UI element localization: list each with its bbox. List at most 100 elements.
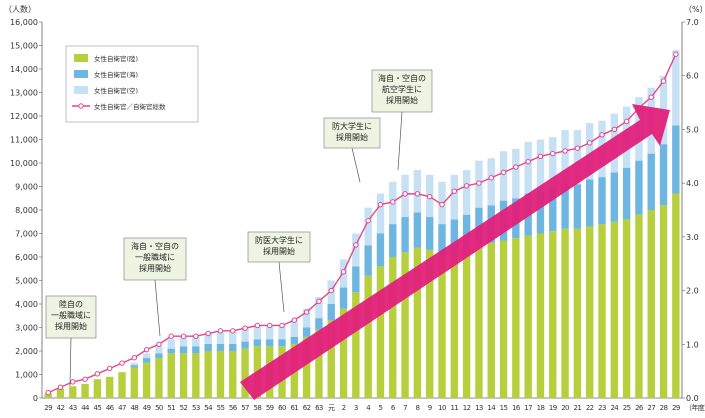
x-tick-label: 21 (574, 404, 582, 412)
bar-land (229, 351, 237, 398)
right-tick-label: 7.0 (686, 18, 699, 27)
bar-land (93, 379, 102, 398)
bar-sea (561, 184, 569, 229)
bar-land (462, 249, 471, 398)
x-tick-label: 26 (635, 404, 644, 412)
left-tick-label: 10,000 (10, 159, 38, 168)
bar-air (192, 334, 200, 347)
x-tick-label: 50 (155, 404, 163, 412)
ratio-point (365, 218, 371, 224)
bar-sea (622, 167, 631, 220)
bar-land (586, 226, 594, 398)
ratio-point (266, 322, 273, 329)
ratio-point (439, 201, 445, 208)
right-tick-label: 5.0 (686, 125, 699, 134)
bar-air (290, 320, 298, 337)
bar-air (216, 332, 225, 344)
bar-air (462, 170, 471, 215)
annotation-text: 採用開始 (263, 246, 295, 256)
bar-air (167, 339, 175, 349)
ratio-point (340, 269, 347, 275)
bar-land (81, 383, 89, 398)
bar-sea (389, 224, 397, 257)
bar-land (106, 376, 114, 398)
x-tick-label: 56 (229, 404, 238, 412)
bar-land (204, 351, 212, 398)
bar-air (672, 50, 680, 126)
left-tick-label: 2,000 (15, 347, 38, 356)
left-tick-label: 15,000 (10, 42, 38, 51)
bar-land (364, 275, 372, 398)
bar-sea (278, 339, 286, 347)
x-tick-label: 45 (94, 404, 102, 412)
x-tick-label: 58 (254, 404, 262, 412)
bar-land (155, 358, 163, 398)
bar-sea (536, 191, 545, 234)
left-tick-label: 4,000 (15, 300, 38, 309)
x-tick-label: 52 (180, 404, 188, 412)
ratio-point (562, 148, 568, 154)
ratio-point (488, 175, 494, 181)
bar-land (622, 219, 631, 398)
annotation-leader (351, 147, 361, 183)
left-tick-label: 6,000 (15, 253, 38, 262)
bar-land (376, 266, 385, 398)
bar-air (561, 130, 569, 185)
bar-land (352, 292, 360, 398)
ratio-point (426, 193, 433, 200)
ratio-point (156, 341, 162, 347)
left-tick-label: 9,000 (15, 183, 38, 192)
bar-sea (364, 245, 372, 276)
bar-sea (376, 233, 385, 267)
x-tick-label: 25 (623, 404, 631, 412)
x-tick-label: 23 (598, 404, 606, 412)
x-tick-label: 19 (549, 404, 557, 412)
ratio-point (463, 183, 470, 189)
legend-swatch-sea (74, 70, 88, 78)
ratio-point (550, 150, 556, 157)
x-tick-label: 59 (266, 404, 274, 412)
right-tick-label: 3.0 (686, 233, 699, 242)
x-tick-label: 60 (278, 404, 286, 412)
legend-label: 女性自衛官／自衛官総数 (94, 102, 166, 111)
bar-land (389, 257, 397, 398)
bar-sea (426, 217, 434, 250)
bar-land (302, 336, 311, 398)
bar-air (253, 325, 262, 340)
ratio-point (316, 298, 322, 305)
left-tick-label: 8,000 (15, 206, 38, 215)
annotation-box (123, 237, 187, 281)
x-tick-label: 3 (354, 404, 358, 412)
legend-label: 女性自衛官(空) (94, 86, 138, 95)
bar-land (450, 254, 458, 398)
bar-land (512, 238, 520, 398)
x-tick-label: 4 (366, 404, 371, 412)
ratio-point (106, 365, 113, 372)
x-tick-label: 13 (475, 404, 483, 412)
bar-air (266, 325, 274, 340)
legend-swatch-point (78, 103, 84, 109)
ratio-point (291, 317, 298, 323)
bar-sea (241, 341, 249, 349)
x-axis-unit: （年度） (685, 403, 705, 412)
bar-air (179, 336, 188, 347)
ratio-point (660, 78, 667, 84)
x-tick-label: 18 (537, 404, 545, 412)
bar-air (573, 130, 582, 185)
bar-land (401, 252, 409, 398)
x-tick-label: 8 (415, 404, 419, 412)
bar-land (413, 247, 422, 398)
bar-land (524, 235, 532, 398)
x-tick-label: 6 (391, 404, 396, 412)
ratio-point (353, 242, 359, 248)
legend-label: 女性自衛官(海) (94, 70, 138, 79)
left-tick-label: 3,000 (15, 324, 38, 333)
bar-sea (573, 184, 582, 229)
bar-sea (352, 266, 360, 293)
bar-sea (339, 287, 348, 309)
bar-air (450, 174, 458, 220)
bar-air (142, 353, 151, 359)
bar-sea (302, 327, 311, 337)
trend-arrow (240, 104, 670, 400)
ratio-point (513, 164, 519, 170)
